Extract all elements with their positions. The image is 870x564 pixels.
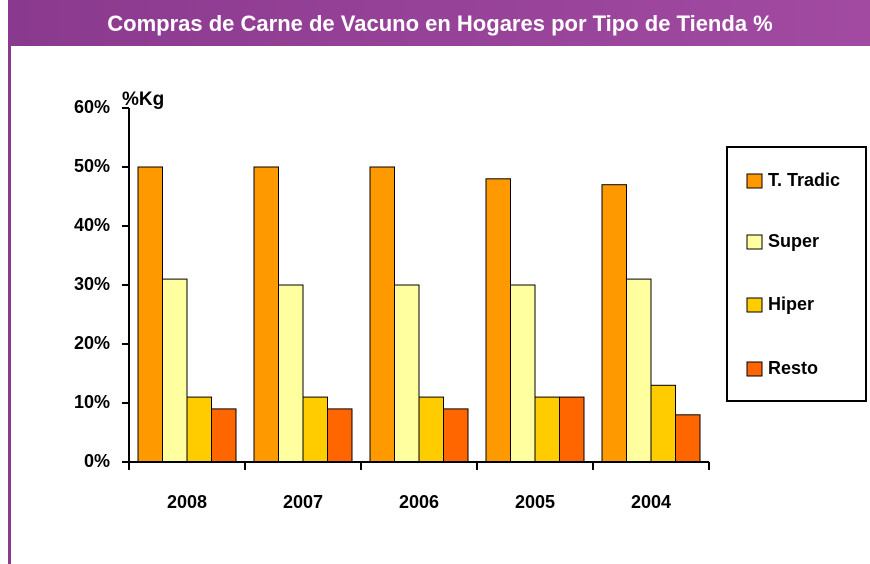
legend-label: Hiper [768, 294, 814, 314]
bar [626, 278, 652, 463]
bar [278, 284, 304, 463]
bar [302, 396, 328, 463]
legend-label: Super [768, 231, 819, 251]
legend-swatch [746, 361, 763, 377]
bar [559, 396, 585, 463]
bar [162, 278, 188, 463]
bar [601, 184, 627, 463]
legend-swatch [746, 297, 763, 313]
legend-swatch [746, 234, 763, 250]
left-border [8, 0, 11, 564]
bar [534, 396, 560, 463]
y-tick-label: 20% [74, 333, 110, 353]
bar [394, 284, 420, 463]
chart-title: Compras de Carne de Vacuno en Hogares po… [107, 11, 772, 36]
legend-swatch [746, 173, 763, 189]
x-tick-label: 2005 [515, 492, 555, 512]
y-tick-label: 60% [74, 97, 110, 117]
legend [726, 146, 867, 402]
x-tick-label: 2008 [167, 492, 207, 512]
bar [675, 414, 701, 463]
y-tick-label: 10% [74, 392, 110, 412]
y-tick-label: 30% [74, 274, 110, 294]
bar [443, 408, 469, 463]
bar [186, 396, 212, 463]
bar [485, 178, 511, 463]
bar [327, 408, 353, 463]
x-tick-label: 2004 [631, 492, 671, 512]
legend-label: T. Tradic [768, 170, 840, 190]
x-tick-label: 2006 [399, 492, 439, 512]
title-bar [8, 0, 870, 46]
bar [253, 166, 279, 463]
bar [211, 408, 237, 463]
bar [369, 166, 395, 463]
y-tick-label: 50% [74, 156, 110, 176]
legend-label: Resto [768, 358, 818, 378]
bar [137, 166, 163, 463]
y-axis-label: %Kg [122, 89, 164, 110]
bar [510, 284, 536, 463]
x-tick-label: 2007 [283, 492, 323, 512]
y-tick-label: 0% [84, 451, 110, 471]
y-tick-label: 40% [74, 215, 110, 235]
bar [418, 396, 444, 463]
bar [650, 384, 676, 463]
